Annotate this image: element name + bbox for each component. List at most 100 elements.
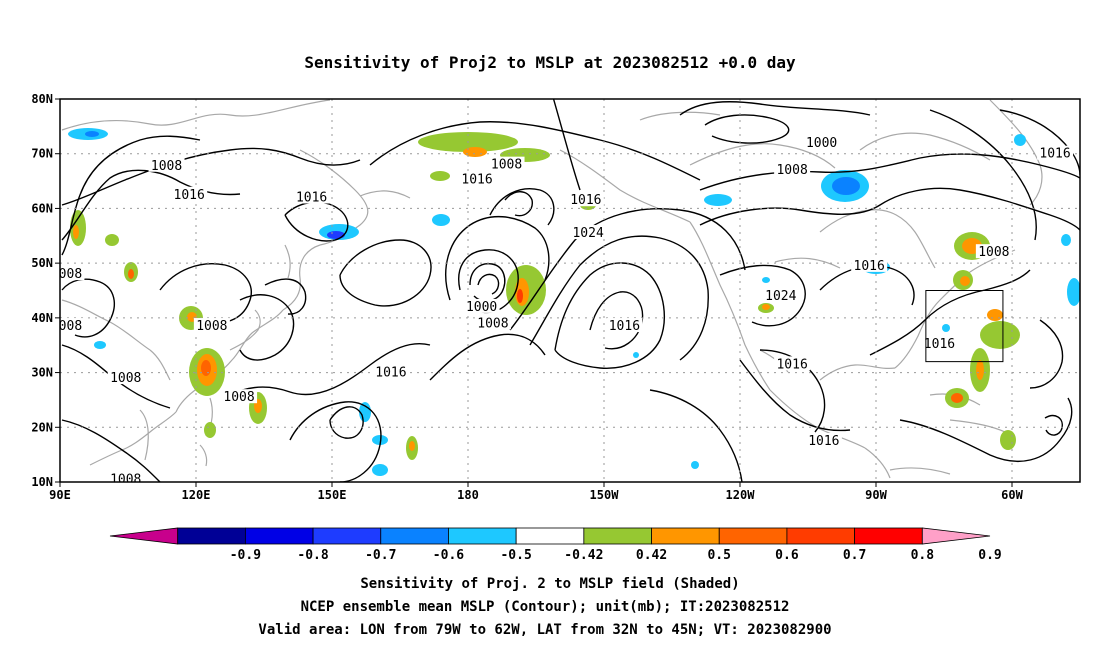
contour-label-bg <box>1037 145 1074 160</box>
x-axis: 90E 120E 150E 180 150W 120W 90W 60W <box>49 482 1024 502</box>
colorbar-label: 0.8 <box>911 548 935 563</box>
shade-patch <box>372 435 388 445</box>
x-tick-label: 120E <box>182 488 211 502</box>
x-tick-label: 90E <box>49 488 71 502</box>
x-tick-label: 150W <box>590 488 620 502</box>
shade-patch <box>432 214 450 226</box>
shade-patch <box>951 393 963 403</box>
x-tick-label: 120W <box>726 488 756 502</box>
contour-label-bg <box>372 364 409 379</box>
contour-label: 1008 <box>151 159 182 174</box>
caption-line-2: NCEP ensemble mean MSLP (Contour); unit(… <box>301 599 790 615</box>
contour-label: 1016 <box>296 190 327 205</box>
contour-label-bg <box>474 315 511 330</box>
contour-label: 1008 <box>776 163 807 178</box>
y-tick-label: 30N <box>31 366 53 380</box>
colorbar-label: -0.9 <box>230 548 261 563</box>
shade-patch <box>960 276 970 286</box>
contour-label: 1016 <box>854 259 885 274</box>
contour-label-bg <box>803 134 840 149</box>
contour-label: 1024 <box>572 226 603 241</box>
contour-label-bg <box>171 186 208 201</box>
colorbar: -0.9 -0.8 -0.7 -0.6 -0.5 -0.42 0.42 0.5 0.6 0.7 0.… <box>109 527 1002 563</box>
contour-label-bg <box>148 157 185 172</box>
colorbar-segment <box>651 527 720 545</box>
contour-label-bg <box>921 336 958 351</box>
x-tick-label: 150E <box>318 488 347 502</box>
colorbar-segment <box>854 527 923 545</box>
contour-label-bg <box>293 189 330 204</box>
shade-patch <box>980 321 1020 349</box>
colorbar-segment <box>718 527 788 545</box>
contour-label-bg <box>774 356 811 371</box>
shade-patch <box>1061 234 1071 246</box>
contour-label: 1008 <box>491 158 522 173</box>
y-tick-label: 10N <box>31 475 53 489</box>
contour-label: 008 <box>59 319 82 334</box>
shade-patch <box>704 194 732 206</box>
contour-label: 1016 <box>174 188 205 203</box>
contour-label-bg <box>221 389 258 404</box>
contour-label: 1008 <box>223 390 254 405</box>
contour-label-bg <box>193 318 230 333</box>
y-tick-label: 70N <box>31 147 53 161</box>
colorbar-label: 0.5 <box>707 548 730 563</box>
contour-label-bg <box>107 370 144 385</box>
contour-label: 1000 <box>466 300 497 315</box>
colorbar-segment <box>583 527 652 545</box>
contour-label-bg <box>851 257 888 272</box>
sensitivity-shading <box>68 128 1080 476</box>
contour-label-bg <box>60 266 85 281</box>
shade-patch <box>1067 278 1080 306</box>
contour-label: 1008 <box>978 245 1009 260</box>
colorbar-segment <box>515 527 585 545</box>
contour-label: 008 <box>59 267 82 282</box>
shade-patch <box>1014 134 1026 146</box>
shade-patch <box>94 341 106 349</box>
shade-patch <box>762 277 770 283</box>
contour-label-bg <box>459 171 496 186</box>
colorbar-label: 0.6 <box>775 548 799 563</box>
contour-label-bg <box>488 156 525 171</box>
valid-area-box <box>925 290 1004 363</box>
caption-line-1: Sensitivity of Proj. 2 to MSLP field (Sh… <box>360 576 739 592</box>
contour-label-bg <box>567 192 604 207</box>
contour-label: 1016 <box>1039 147 1070 162</box>
shade-patch <box>128 269 134 279</box>
x-tick-label: 60W <box>1001 488 1023 502</box>
contour-label: 1016 <box>776 357 807 372</box>
colorbar-right-tip <box>921 527 991 545</box>
contour-label-bg <box>570 225 607 240</box>
contour-label: 1016 <box>808 434 839 449</box>
shade-patch <box>633 352 639 358</box>
shade-patch <box>762 304 770 310</box>
contour-label-bg <box>762 287 799 302</box>
contour-label-bg <box>463 298 500 313</box>
caption-line-3: Valid area: LON from 79W to 62W, LAT fro… <box>258 622 831 638</box>
colorbar-segment <box>380 527 449 545</box>
y-tick-label: 50N <box>31 256 53 270</box>
colorbar-label: 0.42 <box>636 548 667 563</box>
isobar-contours <box>61 99 1080 482</box>
y-tick-label: 40N <box>31 311 53 325</box>
contour-label: 1016 <box>570 193 601 208</box>
y-axis: 10N 20N 30N 40N 50N 60N 70N 80N <box>31 92 60 489</box>
shade-patch <box>942 324 950 332</box>
colorbar-segment <box>244 527 314 545</box>
contour-labels: 1008 1016 008 008 1008 1008 1008 1008 1016 1016 10… <box>59 134 1074 482</box>
map-frame <box>59 98 1081 483</box>
contour-label: 1016 <box>609 319 640 334</box>
contour-label: 1008 <box>196 319 227 334</box>
colorbar-segment <box>786 527 856 545</box>
shade-patch <box>517 289 523 303</box>
shade-patch <box>201 360 211 376</box>
coastlines <box>61 99 1043 479</box>
contour-label: 1016 <box>375 366 406 381</box>
contour-label-bg <box>774 162 811 177</box>
contour-label-bg <box>107 471 144 482</box>
shade-patch <box>1000 430 1016 450</box>
colorbar-label: 0.9 <box>978 548 1001 563</box>
shade-patch <box>691 461 699 469</box>
shade-patch <box>430 171 450 181</box>
